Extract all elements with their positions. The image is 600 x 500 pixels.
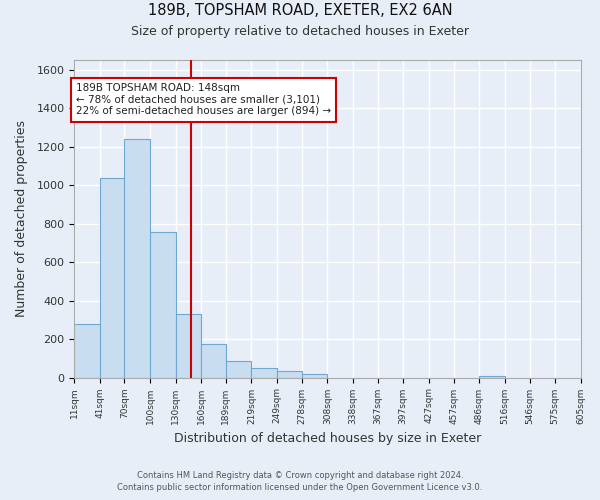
Text: 189B, TOPSHAM ROAD, EXETER, EX2 6AN: 189B, TOPSHAM ROAD, EXETER, EX2 6AN: [148, 3, 452, 18]
Text: Contains HM Land Registry data © Crown copyright and database right 2024.
Contai: Contains HM Land Registry data © Crown c…: [118, 470, 482, 492]
Bar: [201, 344, 226, 378]
Bar: [124, 139, 150, 378]
Bar: [226, 361, 251, 378]
Bar: [251, 368, 277, 378]
Bar: [74, 324, 100, 378]
Y-axis label: Number of detached properties: Number of detached properties: [15, 120, 28, 318]
Text: Size of property relative to detached houses in Exeter: Size of property relative to detached ho…: [131, 25, 469, 38]
Text: 189B TOPSHAM ROAD: 148sqm
← 78% of detached houses are smaller (3,101)
22% of se: 189B TOPSHAM ROAD: 148sqm ← 78% of detac…: [76, 83, 331, 116]
Bar: [176, 314, 201, 378]
Bar: [302, 374, 328, 378]
Bar: [277, 371, 302, 378]
Bar: [100, 178, 124, 378]
Bar: [479, 376, 505, 378]
Bar: [150, 232, 176, 378]
X-axis label: Distribution of detached houses by size in Exeter: Distribution of detached houses by size …: [174, 432, 481, 445]
